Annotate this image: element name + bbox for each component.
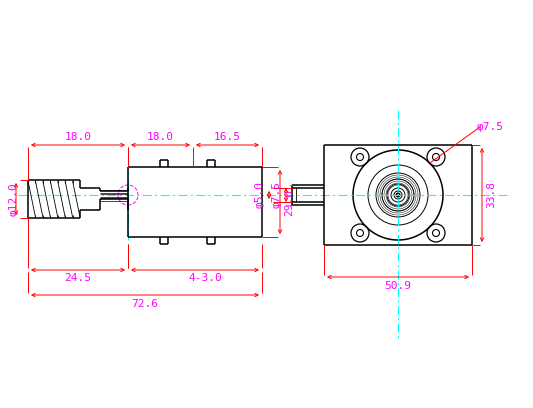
Text: φ7.5: φ7.5 xyxy=(272,182,282,208)
Text: 18.0: 18.0 xyxy=(147,132,174,142)
Text: 33.8: 33.8 xyxy=(486,182,496,208)
Text: 50.9: 50.9 xyxy=(384,281,411,291)
Text: φ7.5: φ7.5 xyxy=(477,122,504,132)
Text: φ5.0: φ5.0 xyxy=(255,182,265,208)
Text: 16.5: 16.5 xyxy=(214,132,241,142)
Text: 72.6: 72.6 xyxy=(132,299,158,309)
Text: 24.5: 24.5 xyxy=(64,273,92,283)
Text: 4-3.0: 4-3.0 xyxy=(188,273,222,283)
Text: 18.0: 18.0 xyxy=(64,132,92,142)
Text: φ12.0: φ12.0 xyxy=(9,182,19,216)
Text: 29.0: 29.0 xyxy=(284,188,294,215)
